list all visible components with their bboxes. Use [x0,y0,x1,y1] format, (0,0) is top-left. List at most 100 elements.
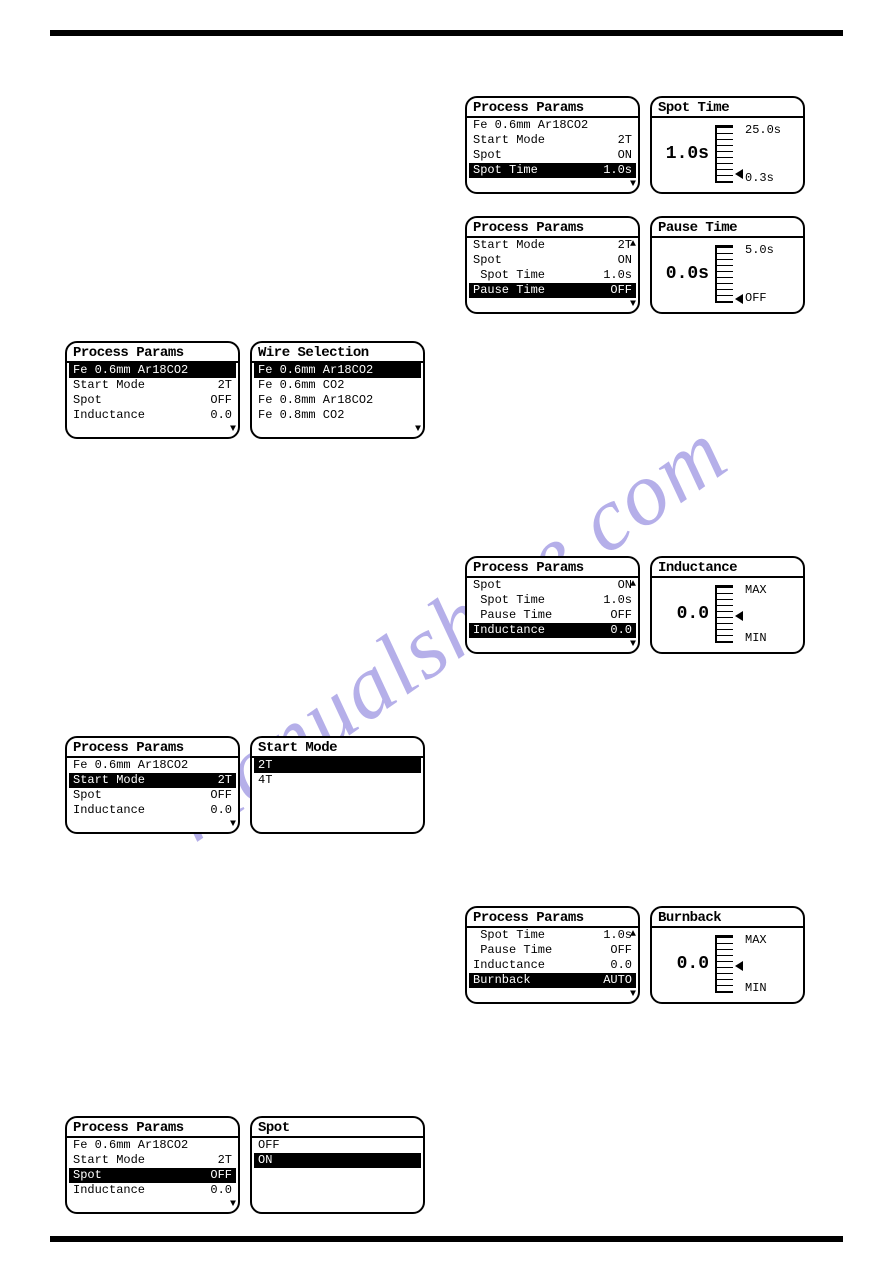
lcd-row-label: Pause Time [473,943,552,958]
lcd-row[interactable]: Pause Time OFF [469,283,636,298]
lcd-row-value: 1.0s [603,593,632,608]
lcd-row-value: 0.0 [610,958,632,973]
scale-value: 0.0s [660,264,715,284]
scale-max-label: MAX [745,933,767,947]
lcd-row[interactable]: Fe 0.6mm Ar18CO2 [69,758,236,773]
lcd-row[interactable]: Fe 0.8mm CO2 [254,408,421,423]
lcd-row-value: OFF [610,608,632,623]
scroll-down-icon: ▼ [630,990,636,1000]
lcd-row-label: Fe 0.6mm Ar18CO2 [73,758,232,773]
lcd-row[interactable]: ON [254,1153,421,1168]
scale-max-label: 5.0s [745,243,774,257]
lcd-row[interactable]: Fe 0.8mm Ar18CO2 [254,393,421,408]
scale-ruler[interactable] [715,125,733,183]
lcd-row[interactable]: Fe 0.6mm Ar18CO2 [69,363,236,378]
scroll-down-icon: ▼ [230,820,236,830]
lcd-row[interactable]: Spot Time1.0s [469,593,636,608]
lcd-row[interactable]: Spot ON [469,148,636,163]
lcd-title: Process Params [67,1118,238,1138]
lcd-row-label: Spot [73,1168,102,1183]
lcd-row[interactable]: Spot Time1.0s [469,163,636,178]
lcd-row[interactable]: Inductance0.0 [69,408,236,423]
lcd-row[interactable]: Start Mode 2T [69,378,236,393]
lcd-panel-p2: Process ParamsStart Mode2TSpotON Spot Ti… [465,216,640,314]
lcd-title: Process Params [467,908,638,928]
lcd-row[interactable]: Burnback AUTO [469,973,636,988]
lcd-title: Pause Time [652,218,803,238]
lcd-row-value: ON [618,253,632,268]
lcd-row[interactable]: Inductance0.0 [69,1183,236,1198]
lcd-row-label: Start Mode [473,133,545,148]
lcd-row-label: Fe 0.6mm Ar18CO2 [73,363,232,378]
lcd-title: Inductance [652,558,803,578]
scale-ruler[interactable] [715,245,733,303]
lcd-row-label: Pause Time [473,608,552,623]
lcd-row[interactable]: Start Mode2T [69,773,236,788]
lcd-row[interactable]: Pause TimeOFF [469,943,636,958]
lcd-row-value: 1.0s [603,928,632,943]
scroll-up-icon: ▲ [630,240,636,250]
lcd-title: Spot [252,1118,423,1138]
lcd-row[interactable]: Fe 0.6mm CO2 [254,378,421,393]
scale-ruler[interactable] [715,935,733,993]
lcd-row-value: 2T [218,378,232,393]
lcd-row-label: Spot [473,148,502,163]
scroll-down-icon: ▼ [630,180,636,190]
lcd-row-label: Fe 0.8mm Ar18CO2 [258,393,417,408]
lcd-row[interactable]: Spot Time 1.0s [469,928,636,943]
cluster-c6: Process Params Spot Time 1.0s Pause TimeO… [465,906,805,1004]
lcd-panel-p4: Wire SelectionFe 0.6mm Ar18CO2Fe 0.6mm C… [250,341,425,439]
lcd-row[interactable]: Inductance0.0 [469,958,636,973]
lcd-row[interactable]: SpotOFF [69,393,236,408]
lcd-row-label: Pause Time [473,283,545,298]
lcd-row[interactable]: Pause Time OFF [469,608,636,623]
scroll-down-icon: ▼ [415,425,421,435]
lcd-row-value: OFF [210,1168,232,1183]
lcd-row[interactable]: Start Mode2T [469,133,636,148]
lcd-row[interactable]: Spot ON [469,253,636,268]
lcd-row[interactable]: SpotOFF [69,788,236,803]
lcd-row[interactable]: Spot OFF [69,1168,236,1183]
lcd-row-value: AUTO [603,973,632,988]
lcd-row-label: Inductance [473,623,545,638]
lcd-row-label: Spot [473,253,502,268]
lcd-row-value: 0.0 [210,1183,232,1198]
scale-pointer-icon [735,611,743,621]
scroll-down-icon: ▼ [230,1200,236,1210]
top-divider [50,30,843,36]
lcd-panel-p7: Start Mode2T4T [250,736,425,834]
lcd-row-label: Spot Time [473,928,545,943]
lcd-row-value: 0.0 [210,803,232,818]
page-content: manualshive.com Process ParamsFe 0.6mm A… [50,56,843,1206]
scale-max-label: MAX [745,583,767,597]
lcd-row[interactable]: Start Mode2T [469,238,636,253]
lcd-row[interactable]: Inductance0.0 [469,623,636,638]
lcd-title: Spot Time [652,98,803,118]
lcd-panel-p6: Process ParamsFe 0.6mm Ar18CO2Start Mode… [65,736,240,834]
lcd-row[interactable]: Inductance0.0 [69,803,236,818]
lcd-row[interactable]: Fe 0.6mm Ar18CO2 [469,118,636,133]
lcd-row-label: Burnback [473,973,531,988]
lcd-row[interactable]: Fe 0.6mm Ar18CO2 [254,363,421,378]
lcd-row[interactable]: 2T [254,758,421,773]
lcd-row[interactable]: Start Mode2T [69,1153,236,1168]
cluster-c1: Process ParamsFe 0.6mm Ar18CO2Start Mode… [465,96,805,194]
scale-value: 0.0 [660,954,715,974]
lcd-row[interactable]: OFF [254,1138,421,1153]
lcd-row-label: Fe 0.6mm CO2 [258,378,417,393]
cluster-c3: Process ParamsFe 0.6mm Ar18CO2Start Mode… [65,341,425,439]
lcd-row-label: Start Mode [73,378,145,393]
lcd-row-value: OFF [610,283,632,298]
lcd-row-label: Inductance [73,408,145,423]
scale-pointer-icon [735,169,743,179]
lcd-row[interactable]: Fe 0.6mm Ar18CO2 [69,1138,236,1153]
lcd-title: Process Params [67,343,238,363]
lcd-row[interactable]: 4T [254,773,421,788]
lcd-row-value: 1.0s [603,268,632,283]
lcd-scale-s8: Burnback0.0MAXMIN [650,906,805,1004]
scale-ruler[interactable] [715,585,733,643]
lcd-row[interactable]: SpotON [469,578,636,593]
lcd-row-value: ON [618,148,632,163]
scroll-down-icon: ▼ [630,300,636,310]
lcd-row[interactable]: Spot Time1.0s [469,268,636,283]
